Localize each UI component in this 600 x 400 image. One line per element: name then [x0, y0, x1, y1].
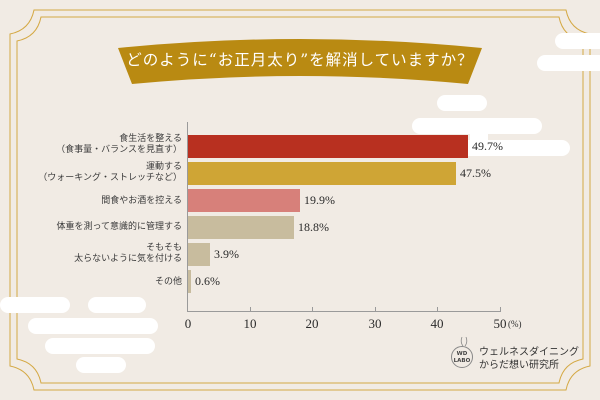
bar-exercise	[188, 162, 456, 185]
title-banner: どのように“お正月太り”を解消していますか？	[118, 38, 482, 84]
category-label: 食生活を整える （食事量・バランスを見直す）	[56, 134, 182, 156]
x-tick-label: 30	[368, 316, 382, 331]
bar-weight-tracking	[188, 216, 294, 239]
category-label: 運動する （ウォーキング・ストレッチなど）	[38, 162, 182, 184]
x-tick	[500, 307, 501, 311]
x-tick	[250, 307, 251, 311]
logo-mark-text: WD	[456, 351, 468, 357]
logo-mark: WD LABO	[451, 346, 473, 368]
category-label-line: （ウォーキング・ストレッチなど）	[38, 173, 182, 183]
bar-other	[188, 270, 191, 293]
logo-name-line: ウェルネスダイニング	[479, 347, 579, 358]
category-label: 間食やお酒を控える	[101, 196, 182, 207]
logo-mark-text: LABO	[453, 358, 471, 364]
category-label: そもそも 太らないように気を付ける	[74, 243, 182, 265]
category-label-line: （食事量・バランスを見直す）	[56, 145, 182, 155]
x-tick-label: 40	[430, 316, 444, 331]
category-label: 体重を測って意識的に管理する	[56, 222, 182, 233]
y-axis	[187, 122, 188, 312]
banner-shape	[118, 39, 482, 84]
value-label: 0.6%	[195, 274, 220, 288]
flask-neck-icon	[460, 337, 468, 347]
category-label-line: 体重を測って意識的に管理する	[56, 222, 182, 232]
category-label-line: 運動する	[145, 162, 182, 172]
value-label: 49.7%	[472, 139, 503, 153]
category-label-line: そもそも	[146, 243, 182, 253]
x-axis	[187, 311, 501, 312]
value-label: 18.8%	[298, 220, 329, 234]
chart-title: どのように“お正月太り”を解消していますか？	[126, 51, 474, 69]
bar-snacks-alcohol	[188, 189, 300, 212]
logo-name-line: からだ想い研究所	[479, 360, 559, 371]
value-label: 47.5%	[460, 166, 491, 180]
x-axis-unit: (%)	[508, 319, 522, 329]
x-tick-label: 20	[305, 316, 319, 331]
bar-prevention	[188, 243, 210, 266]
x-tick	[312, 307, 313, 311]
x-tick-label: 50	[493, 316, 507, 331]
x-tick-label: 10	[243, 316, 257, 331]
x-tick-label: 0	[184, 316, 192, 331]
logo-name: ウェルネスダイニング からだ想い研究所	[479, 346, 579, 372]
bar-diet	[188, 135, 468, 158]
category-label-line: 太らないように気を付ける	[74, 254, 182, 264]
x-tick	[375, 307, 376, 311]
x-tick	[437, 307, 438, 311]
value-label: 19.9%	[304, 193, 335, 207]
category-label-line: 食生活を整える	[119, 134, 182, 144]
category-label: その他	[155, 277, 182, 288]
value-label: 3.9%	[214, 247, 239, 261]
category-label-line: その他	[154, 277, 182, 287]
category-label-line: 間食やお酒を控える	[101, 196, 182, 206]
